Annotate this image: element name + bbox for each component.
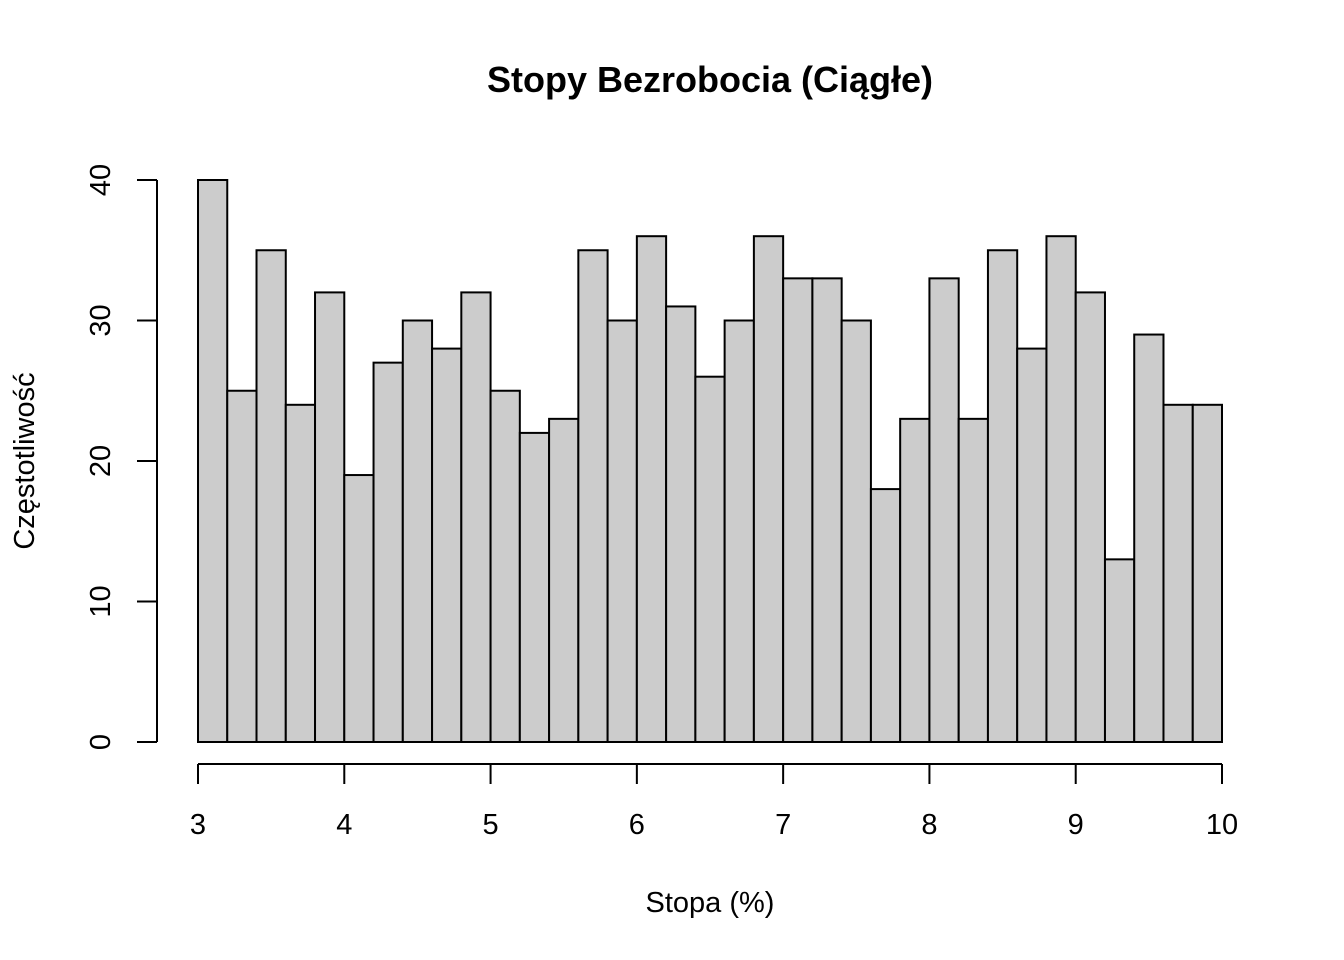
x-tick-label: 6 bbox=[629, 809, 645, 841]
x-axis: 3 4 5 6 7 8 9 10 bbox=[190, 763, 1238, 841]
x-tick-label: 7 bbox=[775, 809, 791, 841]
histogram-bar bbox=[1016, 347, 1048, 743]
histogram-bar bbox=[284, 403, 317, 743]
histogram-bar bbox=[1162, 403, 1194, 743]
x-tick-label: 10 bbox=[1206, 809, 1238, 841]
histogram-bar bbox=[460, 291, 492, 743]
histogram-bar bbox=[197, 179, 229, 743]
histogram-bar bbox=[577, 249, 609, 743]
chart-title: Stopy Bezrobocia (Ciągłe) bbox=[487, 59, 933, 100]
histogram-bar bbox=[372, 361, 404, 743]
histogram-bar bbox=[1103, 558, 1136, 743]
y-tick-label: 10 bbox=[85, 585, 117, 617]
histogram-bar bbox=[1191, 403, 1223, 743]
histogram-bar bbox=[314, 291, 346, 743]
histogram-bar bbox=[782, 277, 814, 743]
histogram-bar bbox=[811, 277, 843, 743]
histogram-bar bbox=[928, 277, 960, 743]
y-tick-label: 20 bbox=[85, 445, 117, 477]
histogram-bar bbox=[548, 417, 580, 743]
histogram-bar bbox=[986, 249, 1019, 743]
y-axis-label: Częstotliwość bbox=[9, 372, 41, 549]
histogram-bar bbox=[606, 319, 638, 743]
histogram-bar bbox=[723, 319, 755, 743]
histogram-bar bbox=[899, 417, 931, 743]
histogram-bar bbox=[1045, 235, 1077, 743]
histogram-bar bbox=[1133, 333, 1165, 743]
histogram-bar bbox=[489, 389, 521, 743]
histogram-bar bbox=[840, 319, 872, 743]
histogram-bar bbox=[1074, 291, 1106, 743]
x-axis-label: Stopa (%) bbox=[646, 887, 775, 919]
histogram-bar bbox=[518, 431, 551, 743]
y-axis: 0 10 20 30 40 bbox=[85, 164, 158, 750]
x-tick-label: 3 bbox=[190, 809, 206, 841]
histogram-bar bbox=[401, 319, 434, 743]
histogram-bar bbox=[752, 235, 785, 743]
x-tick-label: 4 bbox=[336, 809, 352, 841]
histogram-bar bbox=[957, 417, 989, 743]
x-tick-label: 8 bbox=[921, 809, 937, 841]
histogram-bar bbox=[635, 235, 668, 743]
y-tick-label: 0 bbox=[85, 734, 117, 750]
y-tick-label: 40 bbox=[85, 164, 117, 196]
histogram-bar bbox=[665, 305, 697, 743]
histogram-bar bbox=[226, 389, 258, 743]
histogram-bar bbox=[431, 347, 463, 743]
histogram-bar bbox=[343, 474, 375, 743]
histogram-bar bbox=[869, 488, 902, 743]
y-tick-label: 30 bbox=[85, 304, 117, 336]
x-tick-label: 5 bbox=[483, 809, 499, 841]
histogram-bar bbox=[255, 249, 287, 743]
x-tick-label: 9 bbox=[1068, 809, 1084, 841]
histogram-bar bbox=[694, 375, 726, 743]
bars-group bbox=[197, 179, 1223, 743]
